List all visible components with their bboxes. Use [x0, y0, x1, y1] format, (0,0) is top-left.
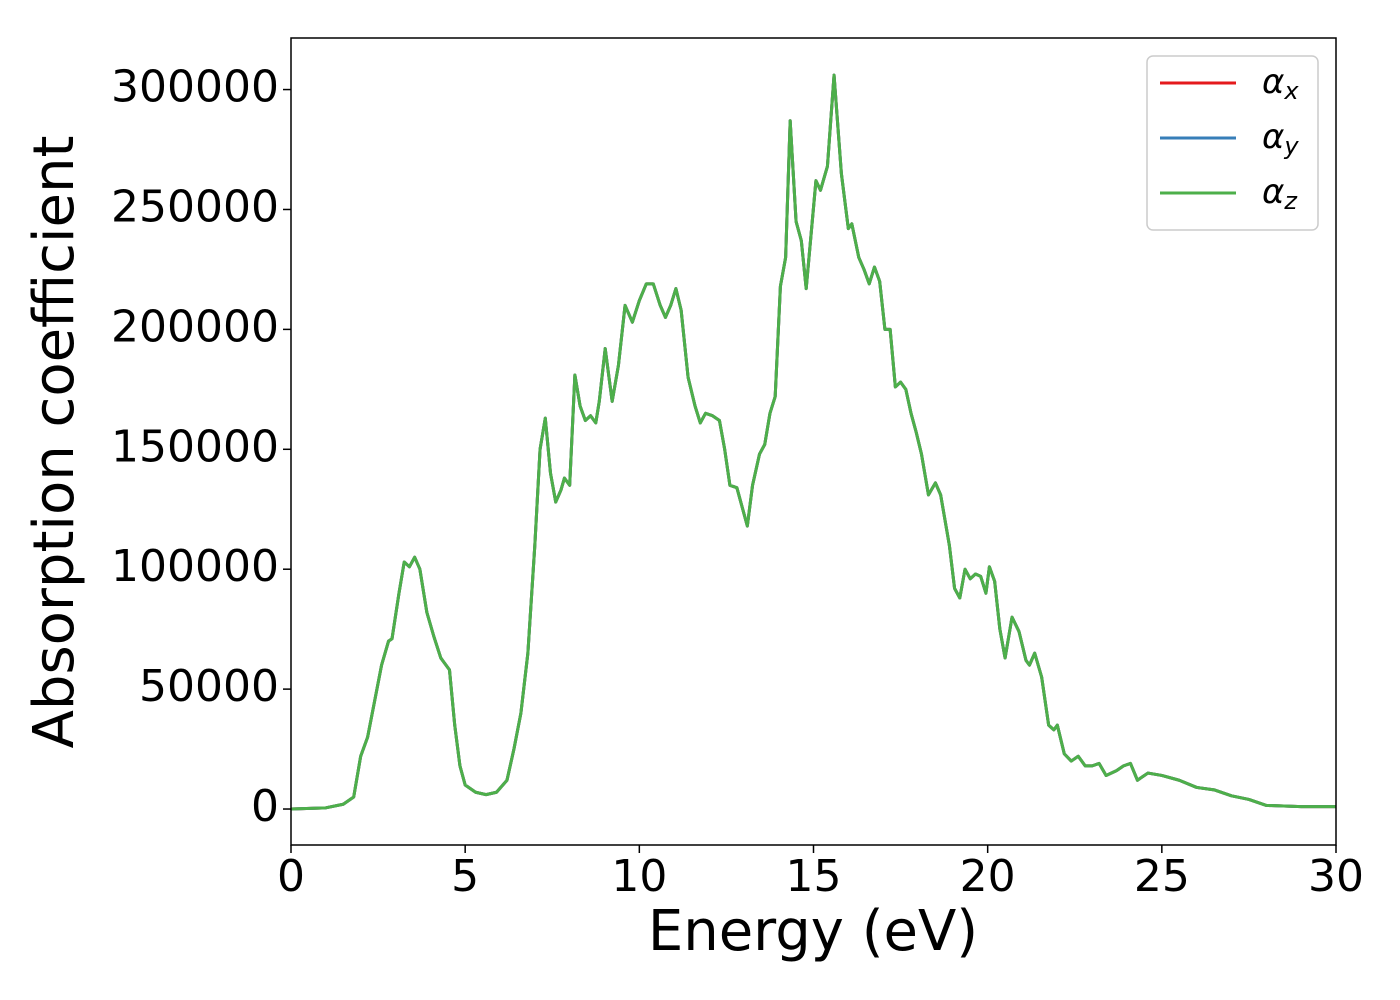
- y-tick-label: 100000: [111, 541, 279, 592]
- x-tick-label: 10: [611, 851, 667, 902]
- x-tick-label: 0: [277, 851, 305, 902]
- legend-label: αy: [1262, 117, 1299, 161]
- data-line: [290, 73, 1336, 811]
- y-tick-label: 150000: [111, 421, 279, 472]
- x-tick-label: 20: [960, 851, 1016, 902]
- y-tick-label: 50000: [139, 661, 279, 712]
- legend-label: αx: [1262, 62, 1299, 106]
- x-tick-label: 30: [1308, 851, 1364, 902]
- legend-box: [1146, 55, 1319, 231]
- y-tick-label: 0: [251, 781, 279, 832]
- x-tick-label: 5: [451, 851, 479, 902]
- legend-label: αz: [1262, 172, 1298, 216]
- y-axis-label: Absorption coefficient: [22, 136, 87, 749]
- x-tick-label: 25: [1134, 851, 1190, 902]
- y-tick-label: 200000: [111, 301, 279, 352]
- x-tick-label: 15: [786, 851, 842, 902]
- x-axis-label: Energy (eV): [648, 899, 978, 964]
- y-tick-label: 300000: [111, 62, 279, 113]
- y-tick-label: 250000: [111, 181, 279, 232]
- plot-frame: [290, 37, 1337, 846]
